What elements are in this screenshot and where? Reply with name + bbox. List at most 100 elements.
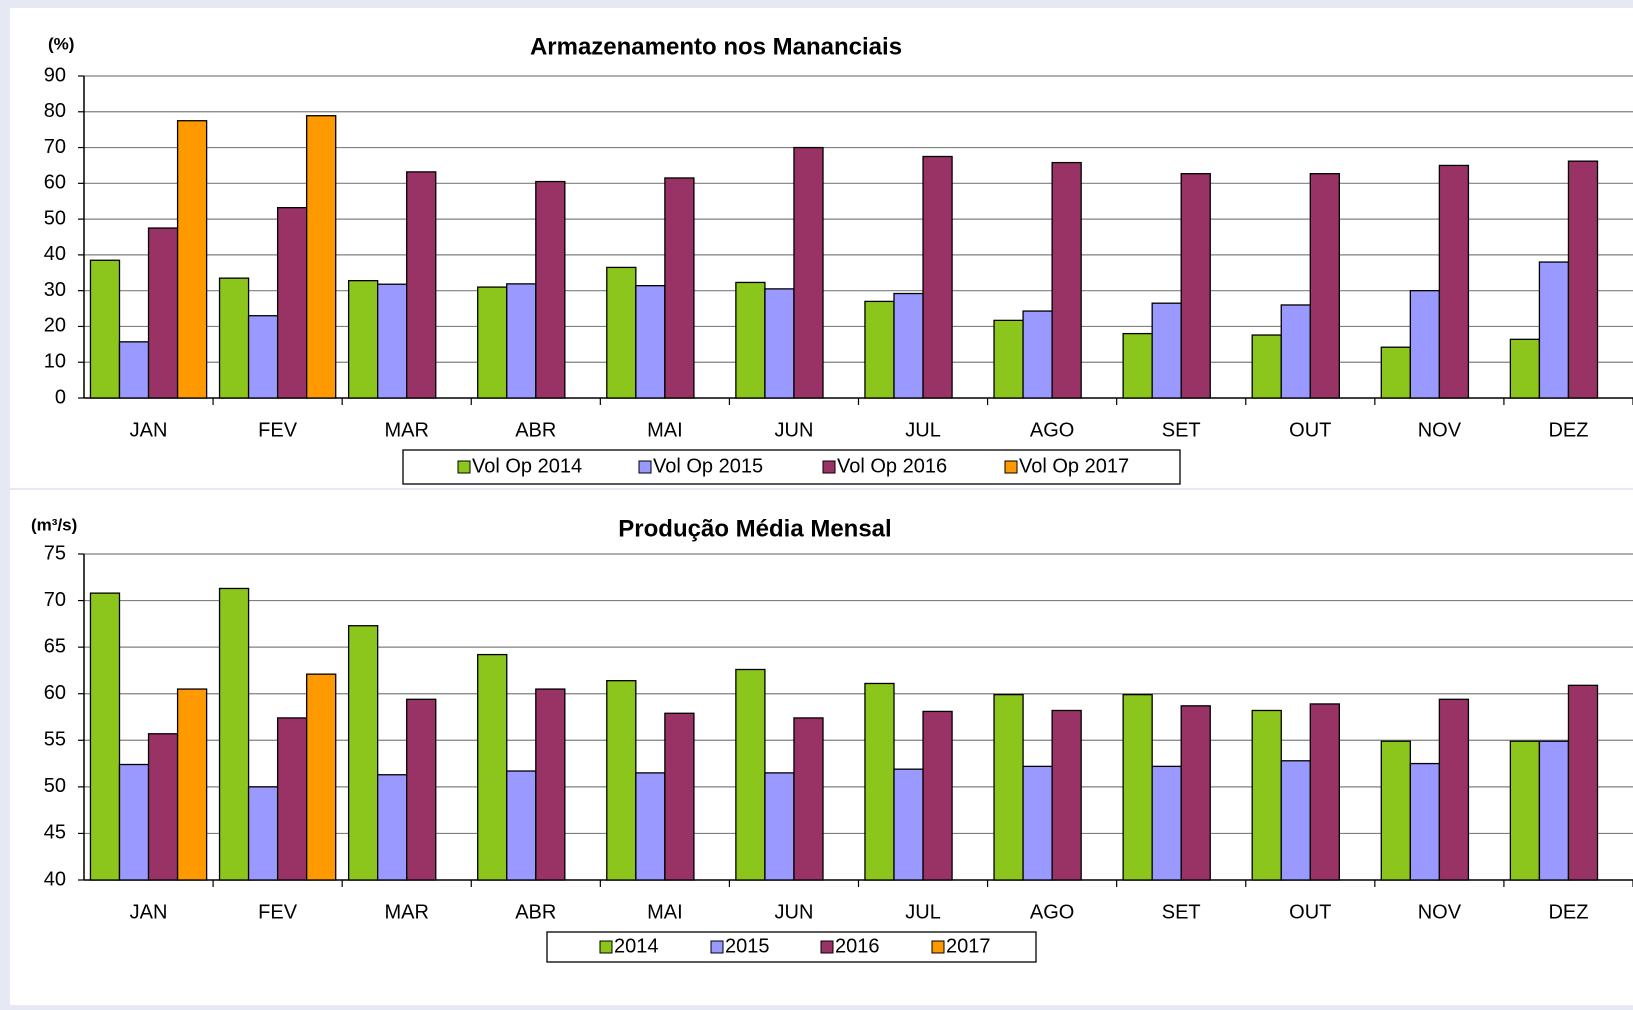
production-bar-mai-2016 (664, 712, 695, 881)
storage-chart: Armazenamento nos Mananciais (%) 0 10 20 30 40… (44, 33, 1633, 485)
storage-legend-swatch (638, 460, 652, 474)
storage-bar-abr-vol-op-2016 (535, 180, 566, 399)
storage-x-tick-label: DEZ (1548, 419, 1588, 441)
production-x-tick-label: JUN (775, 901, 814, 923)
storage-unit-label: (%) (48, 34, 74, 53)
storage-x-tick-label: AGO (1030, 419, 1074, 441)
storage-bar-mai-vol-op-2016 (664, 177, 695, 399)
production-bar-nov-2014 (1380, 740, 1411, 881)
storage-bar-jul-vol-op-2016 (922, 155, 953, 399)
storage-chart-title: Armazenamento nos Mananciais (530, 33, 902, 60)
production-bar-abr-2016 (535, 688, 566, 881)
storage-y-tick-label: 0 (55, 386, 66, 408)
production-bar-out-2016 (1309, 703, 1340, 881)
production-bar-ago-2015 (1022, 765, 1053, 881)
production-legend-swatch (820, 940, 834, 954)
storage-bar-jun-vol-op-2014 (735, 281, 766, 399)
production-x-tick-label: FEV (258, 901, 298, 923)
storage-bar-jul-vol-op-2015 (893, 292, 924, 399)
production-x-tick-label: SET (1162, 901, 1201, 923)
production-bar-jan-2016 (147, 733, 179, 881)
storage-bar-fev-vol-op-2015 (247, 315, 279, 399)
production-bar-set-2014 (1122, 693, 1153, 881)
storage-bar-nov-vol-op-2015 (1409, 290, 1441, 399)
storage-bar-mar-vol-op-2016 (406, 171, 437, 399)
storage-x-tick-label: MAR (384, 419, 428, 441)
production-legend-swatch (710, 940, 724, 954)
production-bar-dez-2015 (1538, 740, 1570, 881)
storage-bar-abr-vol-op-2015 (506, 283, 537, 399)
storage-bar-nov-vol-op-2014 (1380, 346, 1411, 399)
storage-x-tick-label: NOV (1418, 419, 1462, 441)
storage-legend-swatch (822, 460, 836, 474)
production-bar-mar-2016 (406, 698, 437, 881)
storage-y-tick-label: 80 (44, 100, 66, 122)
production-bar-fev-2017 (306, 673, 337, 881)
storage-y-tick-label: 30 (44, 279, 66, 301)
storage-legend-swatch (457, 460, 471, 474)
storage-bar-dez-vol-op-2014 (1509, 338, 1541, 399)
production-y-tick-label: 45 (44, 822, 66, 844)
storage-bar-mar-vol-op-2014 (347, 279, 379, 399)
production-bar-jul-2016 (922, 710, 953, 881)
storage-x-tick-label: ABR (515, 419, 556, 441)
storage-x-tick-label: MAI (647, 419, 683, 441)
production-x-tick-label: JUL (905, 901, 941, 923)
production-y-tick-label: 75 (44, 542, 66, 564)
storage-legend-label: Vol Op 2014 (472, 455, 582, 477)
storage-y-tick-label: 60 (44, 172, 66, 194)
storage-bar-jun-vol-op-2016 (793, 146, 824, 399)
storage-bar-out-vol-op-2016 (1309, 173, 1340, 399)
production-bar-nov-2016 (1438, 698, 1470, 881)
production-bar-mar-2014 (347, 625, 379, 881)
storage-y-tick-label: 10 (44, 351, 66, 373)
production-x-tick-label: MAR (384, 901, 428, 923)
production-bar-jan-2017 (176, 688, 208, 881)
production-bar-jan-2015 (118, 763, 150, 881)
production-y-tick-label: 55 (44, 729, 66, 751)
storage-x-tick-label: OUT (1289, 419, 1331, 441)
storage-bar-out-vol-op-2014 (1251, 334, 1282, 399)
storage-chart-panel: Armazenamento nos Mananciais (%) 0 10 20 30 40… (10, 8, 1633, 488)
storage-bar-out-vol-op-2015 (1280, 304, 1311, 399)
storage-y-tick-label: 90 (44, 64, 66, 86)
production-y-tick-label: 60 (44, 682, 66, 704)
production-bar-mai-2014 (606, 680, 637, 881)
storage-y-tick-label: 70 (44, 136, 66, 158)
production-legend-label: 2017 (946, 935, 991, 957)
production-chart-panel: Produção Média Mensal (m³/s) 40 45 50 55 60 65 7… (10, 490, 1633, 1005)
production-x-tick-label: AGO (1030, 901, 1074, 923)
storage-legend-label: Vol Op 2016 (837, 455, 947, 477)
production-y-tick-label: 65 (44, 635, 66, 657)
production-legend-label: 2016 (835, 935, 880, 957)
production-x-tick-label: ABR (515, 901, 556, 923)
storage-bar-set-vol-op-2015 (1151, 302, 1182, 399)
production-bar-nov-2015 (1409, 762, 1441, 881)
storage-y-tick-label: 40 (44, 243, 66, 265)
storage-bar-ago-vol-op-2015 (1022, 310, 1053, 399)
storage-x-tick-label: SET (1162, 419, 1201, 441)
storage-x-tick-label: JAN (130, 419, 168, 441)
production-x-tick-label: OUT (1289, 901, 1331, 923)
production-x-tick-label: MAI (647, 901, 683, 923)
production-bar-set-2016 (1180, 705, 1211, 881)
production-bar-mai-2015 (635, 772, 666, 881)
production-unit-label: (m³/s) (31, 515, 77, 534)
production-bar-abr-2015 (506, 770, 537, 881)
production-chart-title: Produção Média Mensal (618, 515, 891, 542)
production-bar-jun-2014 (735, 668, 766, 881)
storage-bar-mar-vol-op-2015 (377, 283, 408, 399)
production-y-tick-label: 70 (44, 589, 66, 611)
storage-bar-dez-vol-op-2016 (1567, 160, 1599, 399)
production-legend-swatch (931, 940, 945, 954)
storage-x-tick-label: JUL (905, 419, 941, 441)
production-legend-label: 2014 (614, 935, 659, 957)
production-y-tick-label: 50 (44, 775, 66, 797)
storage-legend-label: Vol Op 2015 (653, 455, 763, 477)
production-bar-out-2014 (1251, 709, 1282, 881)
production-bar-mar-2015 (377, 774, 408, 881)
storage-legend-box (402, 449, 1181, 485)
production-bar-jul-2015 (893, 768, 924, 881)
storage-bar-mai-vol-op-2014 (606, 266, 637, 399)
